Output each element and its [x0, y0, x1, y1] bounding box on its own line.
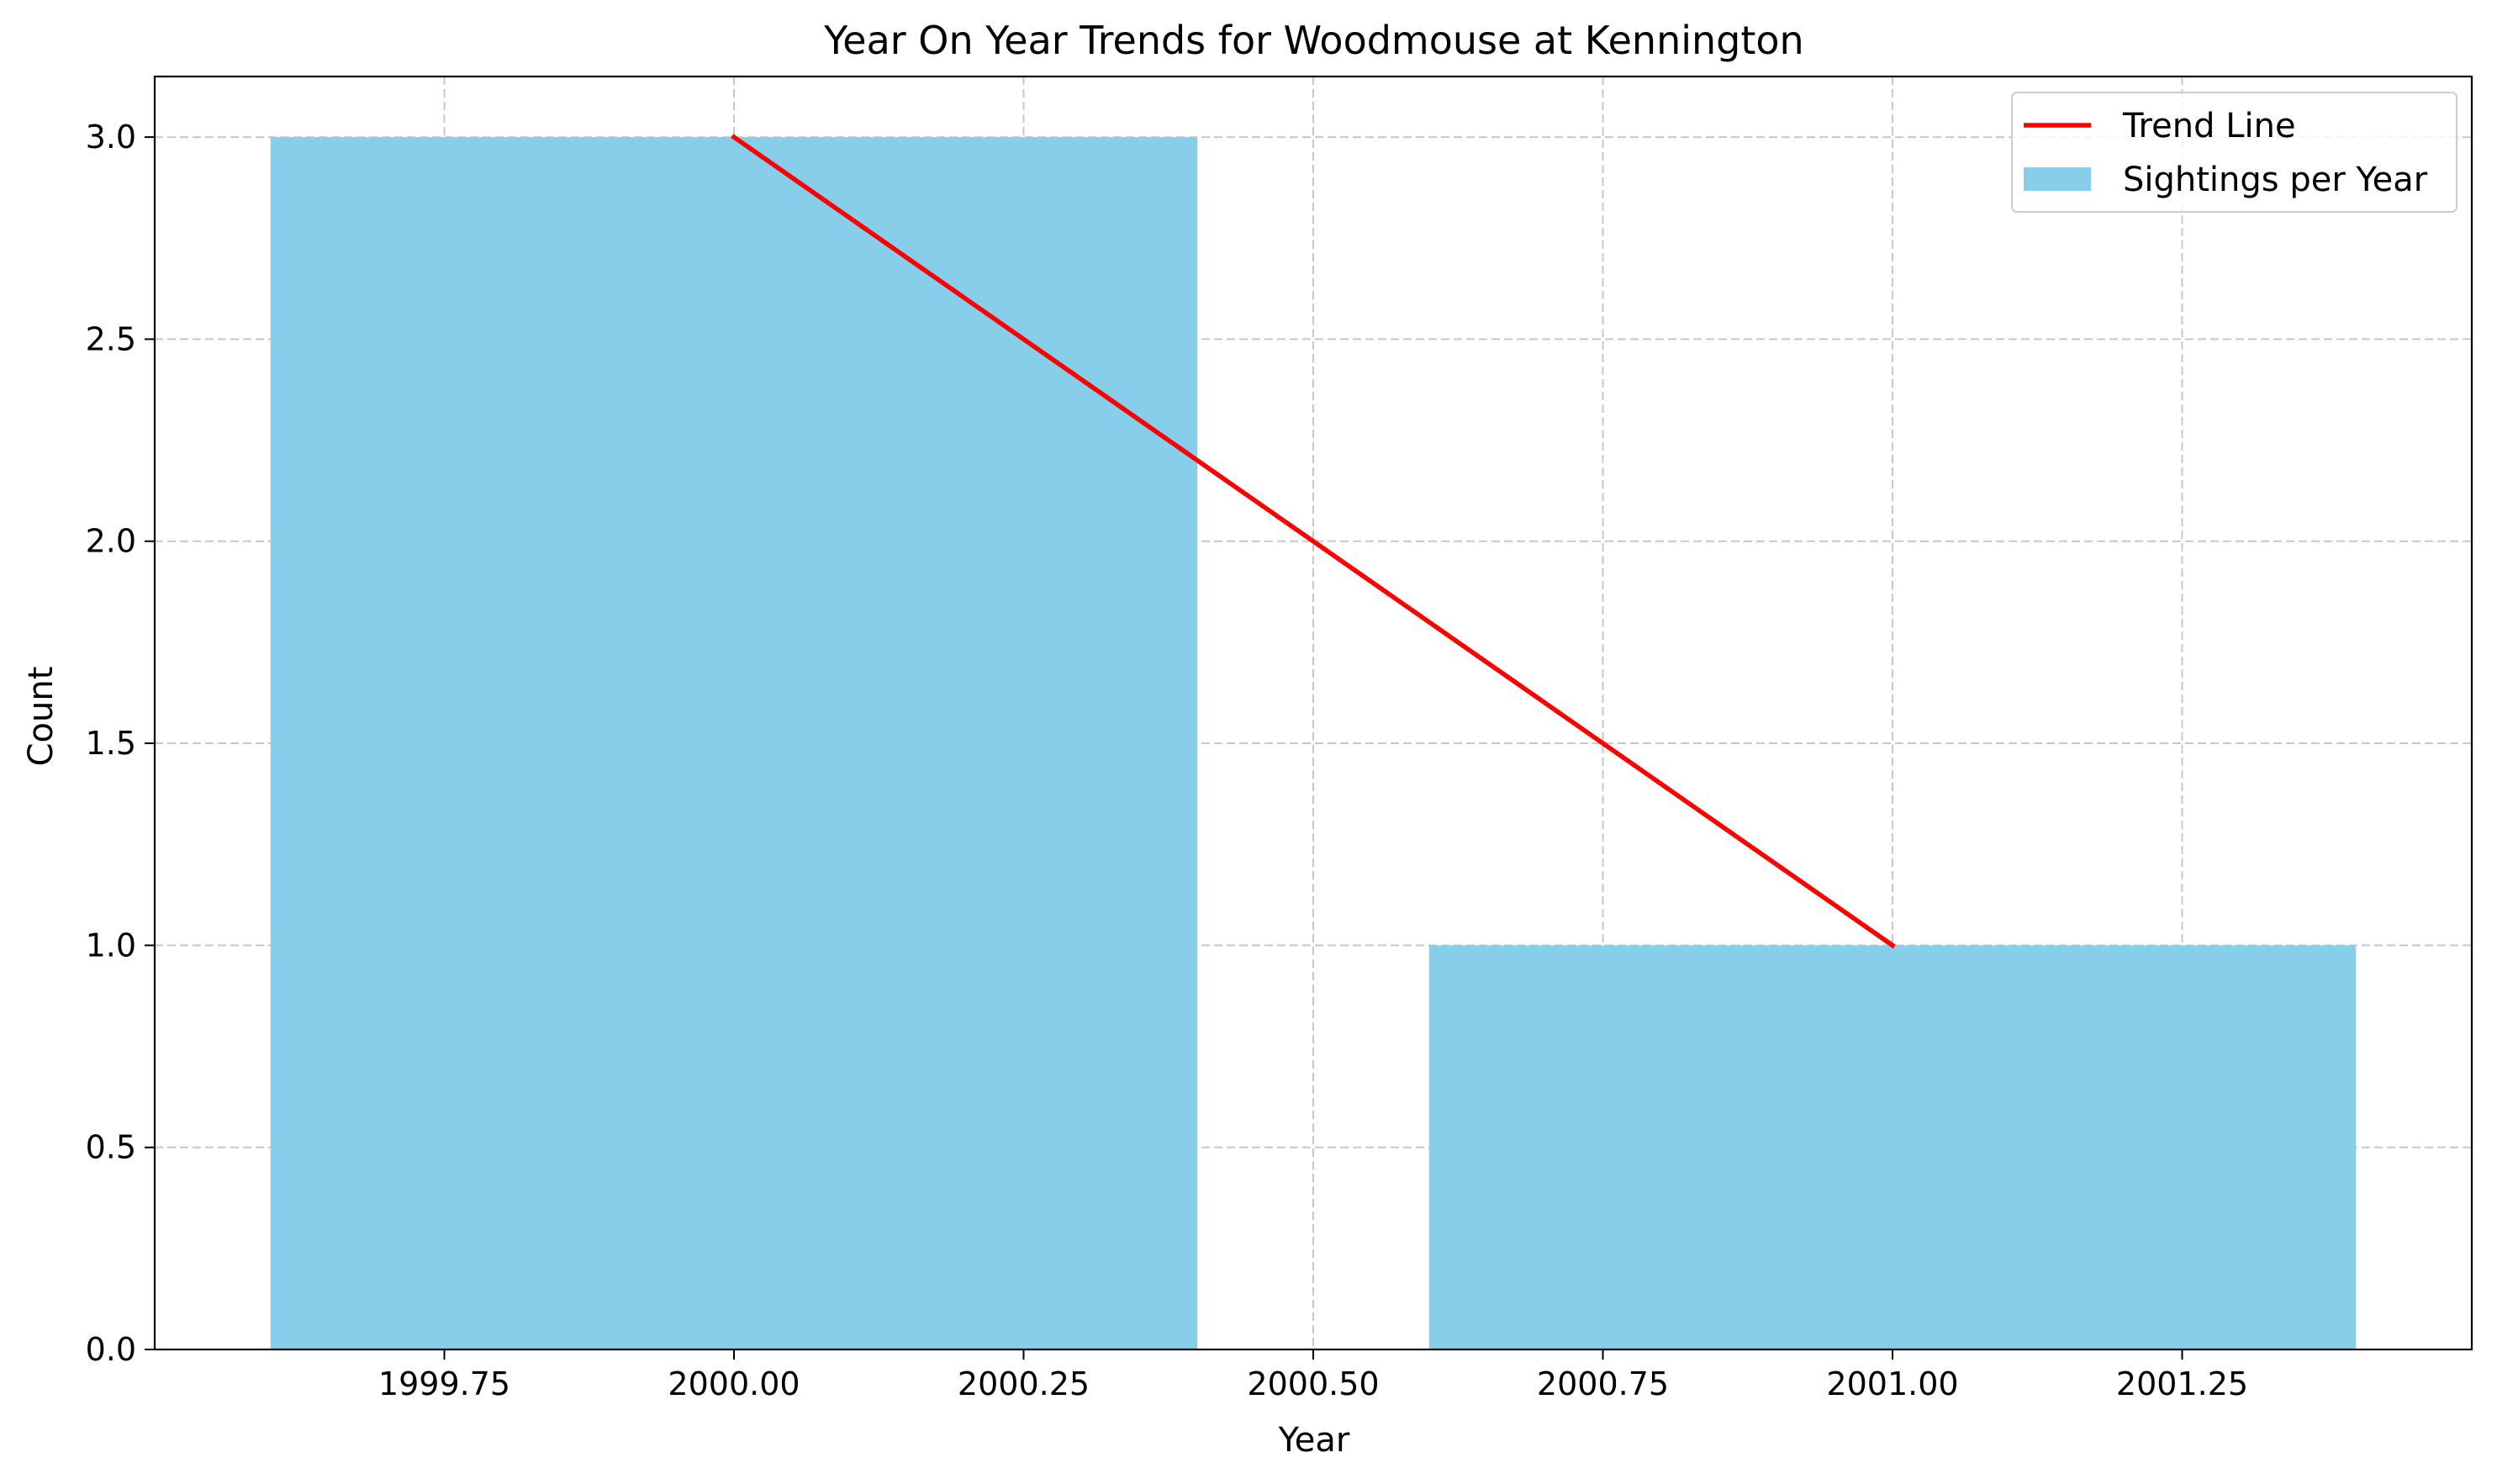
y-axis-label: Count — [22, 667, 61, 767]
legend-box — [2011, 92, 2457, 213]
bars — [270, 137, 2357, 1350]
y-tick-label: 3.0 — [86, 119, 136, 156]
bar — [1428, 945, 2357, 1349]
x-tick-label: 2001.00 — [1826, 1365, 1958, 1402]
bar — [270, 137, 1198, 1350]
x-tick-label: 2000.50 — [1247, 1365, 1379, 1402]
legend-bar-swatch — [2024, 167, 2091, 191]
trend-line-group — [731, 134, 1896, 949]
x-axis-label: Year — [1278, 1421, 1350, 1460]
y-tick-label: 2.5 — [86, 320, 136, 357]
y-tick-label: 2.0 — [86, 523, 136, 560]
trend-line — [731, 134, 1896, 949]
y-tick-label: 1.5 — [86, 725, 136, 762]
legend-label: Sightings per Year — [2123, 161, 2428, 199]
x-tick-label: 2000.25 — [958, 1365, 1090, 1402]
x-tick-label: 2001.25 — [2116, 1365, 2248, 1402]
x-tick-label: 2000.75 — [1537, 1365, 1669, 1402]
legend-label: Trend Line — [2122, 107, 2296, 145]
y-tick-label: 0.0 — [86, 1331, 136, 1368]
legend: Trend Line Sightings per Year — [2011, 92, 2457, 213]
axes: 1999.75 2000.00 2000.25 2000.50 2000.75 2001.… — [86, 75, 2473, 1402]
x-tick-label: 2000.00 — [668, 1365, 800, 1402]
chart-title: Year On Year Trends for Woodmouse at Ken… — [823, 18, 1803, 63]
y-tick-label: 0.5 — [86, 1129, 136, 1166]
y-tick-label: 1.0 — [86, 927, 136, 964]
x-tick-label: 1999.75 — [378, 1365, 510, 1402]
